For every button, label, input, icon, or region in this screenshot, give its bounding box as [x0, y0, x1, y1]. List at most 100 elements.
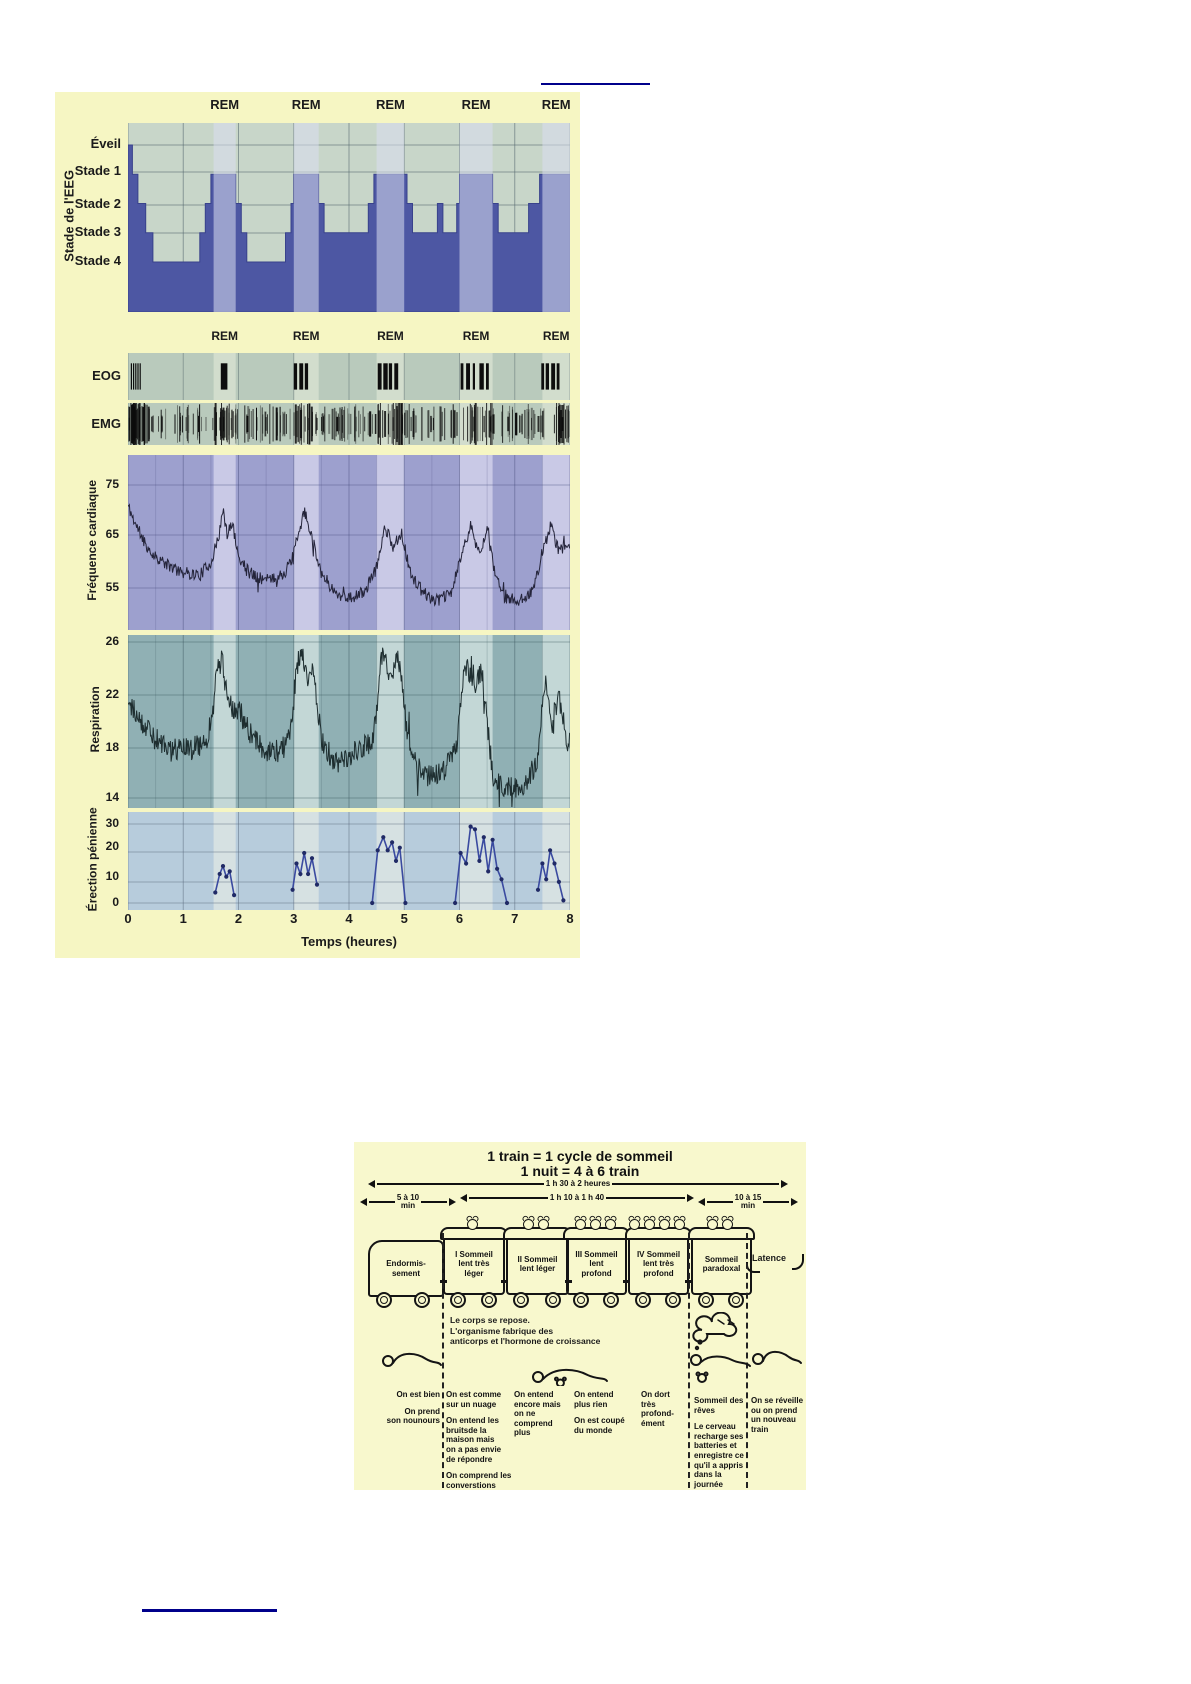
- duration-arrow-slow-sleep: 1 h 10 à 1 h 40: [460, 1193, 695, 1202]
- column-text: On prend son nounours: [386, 1406, 440, 1426]
- y-tick-label: 0: [112, 895, 119, 909]
- dashed-separator: [688, 1233, 690, 1488]
- train-car-1: I Sommeil lent très léger: [440, 1227, 508, 1295]
- text-column-3: On entend encore mais on ne comprend plu…: [514, 1390, 572, 1445]
- eeg-axis-label: Stade de l'EEG: [61, 169, 77, 262]
- alarm-clock-icon: [604, 1219, 616, 1230]
- bottom-link-rule[interactable]: [142, 1609, 277, 1612]
- rem-label: REM: [377, 329, 404, 343]
- heart-rate-panel: [128, 455, 570, 630]
- dashed-separator: [442, 1233, 444, 1488]
- rail-hook-icon: [792, 1254, 804, 1270]
- alarm-clock-icon: [722, 1219, 733, 1230]
- train-wheel-icon: [698, 1292, 714, 1308]
- emg-label: EMG: [91, 416, 121, 431]
- arrow-head-right-icon: [687, 1194, 695, 1202]
- y-tick-label: 22: [105, 687, 119, 701]
- x-tick-label: 3: [290, 911, 298, 926]
- arrow-head-left-icon: [460, 1194, 467, 1202]
- figure-polysomnogram: Temps (heures) REM REM REM REM REM REM REM REM R…: [55, 92, 580, 958]
- y-tick-label: 20: [105, 839, 119, 853]
- eeg-panel-svg: [128, 123, 570, 312]
- train-wheel-icon: [635, 1292, 651, 1308]
- erection-axis-label: Érection pénienne: [85, 807, 100, 912]
- text-column-7: On se réveille ou on prend un nouveau tr…: [751, 1396, 805, 1441]
- eeg-stage-label: Stade 1: [74, 163, 121, 178]
- train-car-label: I Sommeil lent très léger: [455, 1250, 493, 1278]
- emg-panel-svg: [128, 403, 570, 445]
- column-text: On dort très profond- ément: [641, 1390, 674, 1428]
- sleeping-person-with-teddy-icon: [532, 1368, 608, 1386]
- arrow-line: [469, 1197, 548, 1199]
- erection-panel: [128, 812, 570, 910]
- train-car-3: III Sommeil lent profond: [563, 1227, 630, 1295]
- respiration-panel-svg: [128, 635, 570, 808]
- arrow-label: 5 à 10 min: [396, 1193, 420, 1210]
- column-text: On comprend les converstions: [446, 1471, 512, 1490]
- arrow-line: [763, 1201, 790, 1203]
- alarm-clock-icon: [538, 1219, 549, 1230]
- x-tick-label: 4: [345, 911, 353, 926]
- rem-label: REM: [375, 97, 405, 112]
- train-wheel-icon: [513, 1292, 529, 1308]
- text-column-2: On est comme sur un nuage On entend les b…: [446, 1390, 512, 1497]
- text-column-1: On est bien On prend son nounours: [360, 1390, 440, 1433]
- alarm-clock-icon: [644, 1219, 655, 1230]
- column-text: On est bien: [396, 1390, 440, 1399]
- train-coupler: [623, 1280, 630, 1283]
- rem-label: REM: [462, 329, 490, 343]
- train-car-5: Sommeil paradoxal: [688, 1227, 755, 1295]
- arrow-label: 1 h 10 à 1 h 40: [549, 1193, 605, 1202]
- eeg-stage-label: Éveil: [90, 136, 121, 151]
- figure-sleep-train-diagram: 1 train = 1 cycle de sommeil 1 nuit = 4 …: [354, 1142, 806, 1490]
- train-wheel-icon: [376, 1292, 392, 1308]
- train-car-roof: [503, 1227, 572, 1240]
- latence-label: Latence: [752, 1253, 787, 1263]
- x-tick-label: 1: [179, 911, 187, 926]
- train-wheel-icon: [481, 1292, 497, 1308]
- y-tick-label: 65: [105, 527, 119, 541]
- train-car-label: II Sommeil lent léger: [517, 1254, 558, 1273]
- eog-label: EOG: [92, 368, 121, 383]
- column-text: On entend encore mais on ne comprend plu…: [514, 1390, 561, 1438]
- x-tick-label: 5: [400, 911, 408, 926]
- x-tick-label: 2: [234, 911, 243, 926]
- arrow-head-right-icon: [781, 1180, 789, 1188]
- y-tick-label: 30: [105, 816, 119, 830]
- alarm-clock-icon: [674, 1219, 685, 1230]
- train-car-label: IV Sommeil lent très profond: [636, 1250, 681, 1278]
- x-tick-label: 7: [511, 911, 519, 926]
- train-wheel-icon: [665, 1292, 681, 1308]
- arrow-label: 10 à 15 min: [734, 1193, 762, 1210]
- dashed-separator: [746, 1233, 748, 1488]
- arrow-head-right-icon: [791, 1198, 799, 1206]
- arrow-line: [612, 1183, 780, 1185]
- alarm-clock-icon: [467, 1219, 478, 1230]
- heart-rate-panel-svg: [128, 455, 570, 630]
- train-car-4: IV Sommeil lent très profond: [625, 1227, 692, 1295]
- train-wheel-icon: [545, 1292, 561, 1308]
- arrow-line: [707, 1201, 733, 1203]
- train-wheel-icon: [450, 1292, 466, 1308]
- dreaming-person-icon: [690, 1312, 751, 1383]
- rem-label: REM: [461, 97, 491, 112]
- rem-label: REM: [541, 97, 571, 112]
- y-tick-label: 26: [105, 634, 119, 648]
- train-wheel-icon: [414, 1292, 430, 1308]
- text-column-6: Sommeil des rêves Le cerveau recharge ses…: [694, 1396, 746, 1496]
- train-car-roof: [688, 1227, 755, 1240]
- locomotive: Endormis- sement: [368, 1240, 444, 1297]
- emg-panel: [128, 403, 570, 445]
- eeg-panel: [128, 123, 570, 312]
- arrow-line: [606, 1197, 686, 1199]
- duration-arrow-total: 1 h 30 à 2 heures: [368, 1180, 789, 1188]
- text-column-5: On dort très profond- ément: [641, 1390, 687, 1435]
- erection-panel-svg: [128, 812, 570, 910]
- train-car-label: III Sommeil lent profond: [575, 1250, 618, 1278]
- top-link-rule[interactable]: [541, 83, 650, 85]
- alarm-clock-icon: [589, 1219, 601, 1230]
- arrow-line: [377, 1183, 544, 1185]
- y-tick-label: 10: [105, 869, 119, 883]
- column-text: On entend plus rien: [574, 1390, 614, 1409]
